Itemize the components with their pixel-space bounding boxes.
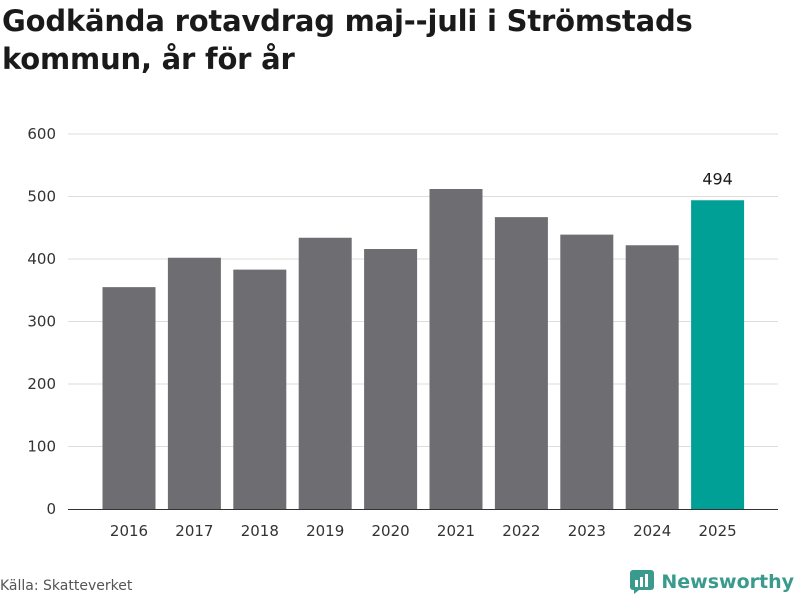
y-tick-label: 200 [27, 375, 56, 393]
y-tick-label: 400 [27, 250, 56, 268]
x-tick-label: 2023 [568, 522, 606, 540]
y-tick-label: 500 [27, 188, 56, 206]
x-tick-label: 2017 [175, 522, 213, 540]
x-axis-ticks: 2016 2017 2018 2019 2020 2021 2022 2023 2024 2025 [110, 522, 737, 540]
data-labels: 494 [702, 169, 733, 188]
y-tick-label: 600 [27, 125, 56, 143]
bar-2022 [494, 217, 548, 509]
bar-2019 [298, 237, 352, 509]
source-note: Källa: Skatteverket [0, 578, 133, 594]
x-tick-label: 2019 [306, 522, 344, 540]
newsworthy-logo[interactable]: Newsworthy [629, 569, 794, 595]
y-tick-label: 0 [46, 500, 56, 518]
bar-2018 [233, 269, 287, 509]
newsworthy-logo-icon [630, 570, 655, 594]
bar-2025 [691, 200, 745, 509]
bar-2021 [429, 189, 483, 509]
chart-title: Godkända rotavdrag maj--juli i Strömstad… [2, 4, 693, 76]
y-axis-ticks: 0 100 200 300 400 500 600 [27, 125, 56, 518]
y-tick-label: 300 [27, 313, 56, 331]
x-tick-label: 2022 [502, 522, 540, 540]
x-tick-label: 2025 [699, 522, 737, 540]
x-tick-label: 2018 [241, 522, 279, 540]
bar-2024 [625, 245, 679, 509]
x-tick-label: 2016 [110, 522, 148, 540]
data-label-2025: 494 [702, 169, 733, 188]
y-tick-label: 100 [27, 438, 56, 456]
bar-2017 [167, 257, 221, 509]
x-tick-label: 2020 [372, 522, 410, 540]
bars [102, 189, 745, 509]
bar-2020 [364, 249, 418, 509]
bar-2023 [560, 234, 614, 509]
x-tick-label: 2021 [437, 522, 475, 540]
x-tick-label: 2024 [633, 522, 671, 540]
bar-2016 [102, 287, 156, 509]
newsworthy-logo-text: Newsworthy [661, 571, 794, 593]
